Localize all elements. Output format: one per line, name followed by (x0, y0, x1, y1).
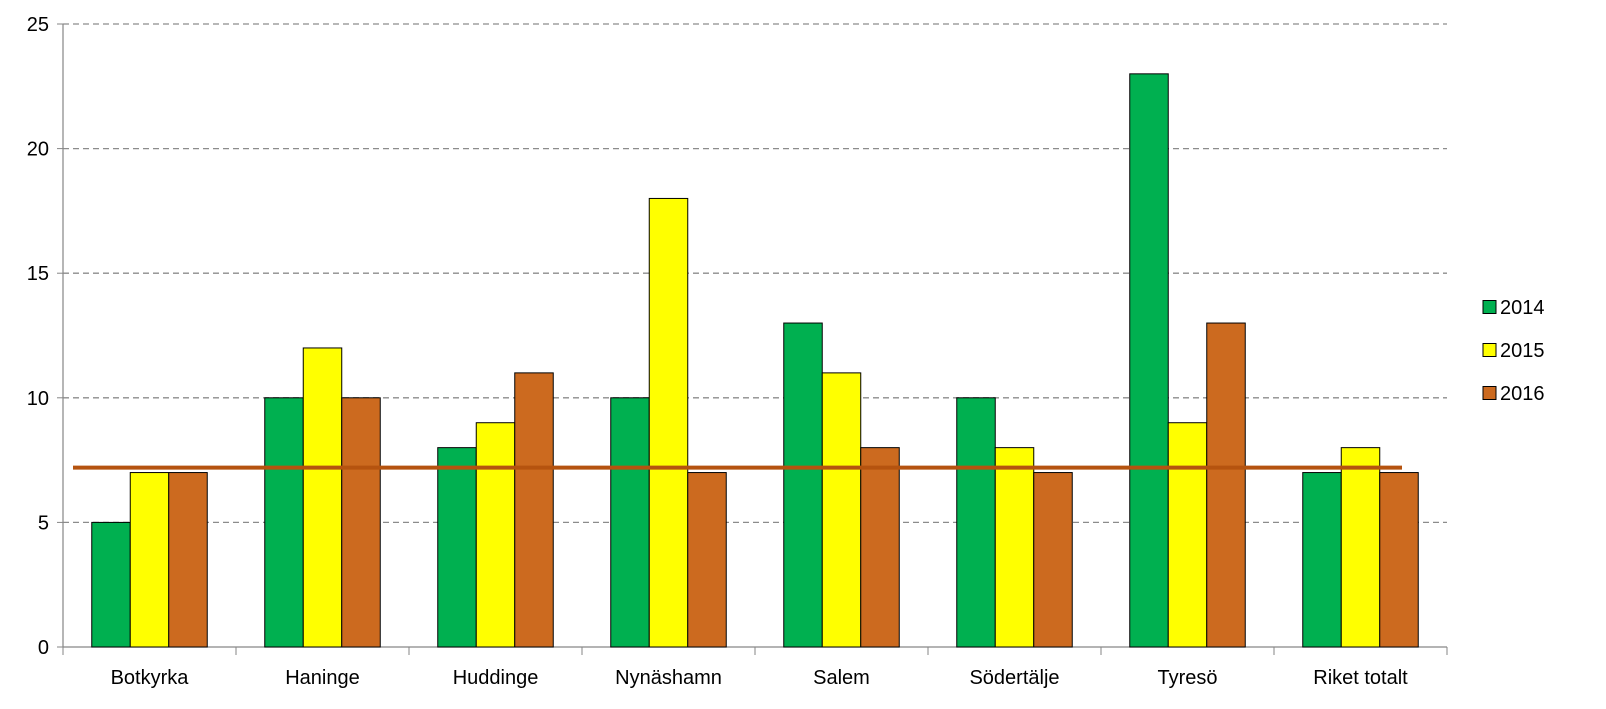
bar-2014-2 (437, 447, 477, 648)
x-category-label: Huddinge (453, 667, 539, 689)
bar-2016-5 (1033, 472, 1073, 648)
bar-2015-2 (475, 422, 516, 648)
legend-swatch-2016 (1482, 386, 1497, 400)
bar-2014-5 (956, 397, 996, 648)
x-category-label: Södertälje (969, 667, 1059, 689)
bar-2016-1 (341, 397, 381, 648)
bar-2015-7 (1340, 447, 1381, 648)
bar-2016-3 (687, 472, 727, 648)
bars (91, 73, 1419, 648)
legend-label-2016: 2016 (1500, 383, 1545, 405)
bar-2016-0 (168, 472, 208, 648)
y-tick-label: 5 (38, 512, 49, 534)
labels: 0 5 10 15 20 25 Botkyrka Haninge Huddinge Nynäsha… (27, 14, 1408, 689)
x-category-label: Nynäshamn (615, 667, 722, 689)
x-category-label: Botkyrka (111, 667, 190, 689)
y-tick-label: 25 (27, 14, 49, 36)
bar-2015-6 (1167, 422, 1208, 648)
legend-label-2014: 2014 (1500, 297, 1545, 319)
bar-2015-3 (648, 197, 689, 648)
bar-2014-6 (1129, 73, 1169, 648)
bar-2015-1 (302, 347, 343, 648)
bar-2016-2 (514, 372, 554, 648)
bar-2014-4 (783, 322, 823, 648)
bar-2014-7 (1302, 472, 1342, 648)
bar-2015-0 (129, 472, 170, 648)
bar-2016-4 (860, 447, 900, 648)
x-category-label: Salem (813, 667, 870, 689)
bar-2015-5 (994, 447, 1035, 648)
legend-swatch-2015 (1482, 343, 1497, 357)
x-category-label: Haninge (285, 667, 360, 689)
bar-2014-3 (610, 397, 650, 648)
y-tick-label: 10 (27, 388, 49, 410)
bar-2014-0 (91, 521, 131, 648)
legend-label-2015: 2015 (1500, 340, 1545, 362)
x-category-label: Tyresö (1157, 667, 1217, 689)
y-tick-label: 20 (27, 139, 49, 161)
y-tick-label: 15 (27, 263, 49, 285)
x-category-label: Riket totalt (1313, 667, 1408, 689)
bar-2016-6 (1206, 322, 1246, 648)
bar-2014-1 (264, 397, 304, 648)
y-tick-label: 0 (38, 637, 49, 659)
legend-swatch-2014 (1482, 300, 1497, 314)
bar-2015-4 (821, 372, 862, 648)
bar-2016-7 (1379, 472, 1419, 648)
legend: 2014 2015 2016 (1482, 297, 1545, 405)
